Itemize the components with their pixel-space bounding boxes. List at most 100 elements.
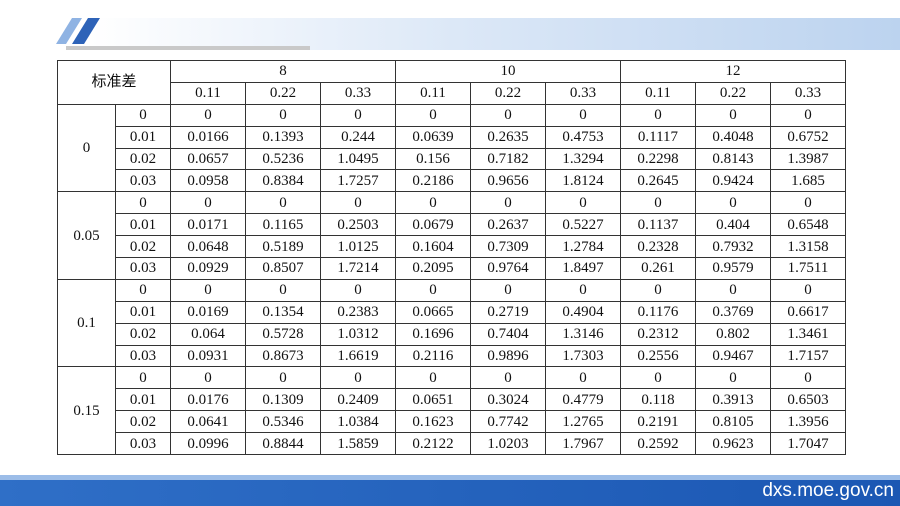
row-label: 0 (115, 278, 171, 302)
row-label: 0.03 (115, 257, 171, 280)
table-cell: 0 (470, 103, 546, 127)
table-cell: 0 (470, 366, 546, 390)
table-cell: 1.7157 (770, 344, 846, 368)
table-cell: 0.0665 (395, 300, 471, 324)
table-cell: 0.2095 (395, 257, 471, 280)
table-cell: 0 (470, 191, 546, 215)
column-header: 0.33 (545, 81, 621, 105)
table-row: 0.03 0.0958 0.8384 1.7257 0.2186 0.9656 1.8124… (58, 169, 846, 193)
table-cell: 1.8497 (545, 257, 621, 280)
table-cell: 0 (320, 278, 396, 302)
row-label: 0.02 (115, 322, 171, 346)
table-cell: 0.6752 (770, 125, 846, 149)
table-cell: 0 (695, 191, 771, 215)
table-cell: 0 (245, 191, 321, 215)
table-cell: 0 (320, 191, 396, 215)
group-header: 12 (620, 60, 846, 83)
table-row: 0.01 0.0166 0.1393 0.244 0.0639 0.2635 0.4753 0… (58, 125, 846, 149)
table-cell: 0.404 (695, 213, 771, 237)
table-cell: 0.2635 (470, 125, 546, 149)
table-row: 0.02 0.0641 0.5346 1.0384 0.1623 0.7742 1.2765… (58, 410, 846, 434)
table-cell: 0.5346 (245, 410, 321, 434)
table-cell: 1.0495 (320, 147, 396, 171)
table-cell: 0 (695, 366, 771, 390)
table-cell: 0.156 (395, 147, 471, 171)
table-cell: 0.2719 (470, 300, 546, 324)
table-cell: 0.2556 (620, 344, 696, 368)
table-cell: 1.0125 (320, 235, 396, 259)
table-cell: 0 (770, 278, 846, 302)
table-cell: 0.1604 (395, 235, 471, 259)
column-header: 0.11 (170, 81, 246, 105)
header-band (90, 18, 900, 50)
table-row: 0.03 0.0929 0.8507 1.7214 0.2095 0.9764 1.8497… (58, 257, 846, 280)
block-label: 0.1 (57, 278, 116, 368)
table-row: 0.02 0.0648 0.5189 1.0125 0.1604 0.7309 1.2784… (58, 235, 846, 259)
table-cell: 0.8105 (695, 410, 771, 434)
table-row: 0.02 0.0657 0.5236 1.0495 0.156 0.7182 1.3294 0… (58, 147, 846, 171)
table-cell: 0.7182 (470, 147, 546, 171)
table-cell: 0.4904 (545, 300, 621, 324)
table-cell: 0.6617 (770, 300, 846, 324)
table-cell: 1.5859 (320, 432, 396, 456)
table-cell: 0 (695, 103, 771, 127)
table-cell: 0.0171 (170, 213, 246, 237)
table-cell: 0.9896 (470, 344, 546, 368)
column-header: 0.22 (695, 81, 771, 105)
table-cell: 0.2503 (320, 213, 396, 237)
column-header: 0.33 (320, 81, 396, 105)
table-cell: 0.2592 (620, 432, 696, 456)
table-cell: 0.064 (170, 322, 246, 346)
column-header: 0.11 (395, 81, 471, 105)
table-cell: 0.5227 (545, 213, 621, 237)
table-cell: 0.9623 (695, 432, 771, 456)
row-label: 0.01 (115, 125, 171, 149)
table-cell: 0 (545, 278, 621, 302)
table-cell: 0.2409 (320, 388, 396, 412)
table-cell: 0.9467 (695, 344, 771, 368)
footer-line (0, 475, 900, 480)
table-cell: 0.3913 (695, 388, 771, 412)
table-cell: 0.7309 (470, 235, 546, 259)
table-cell: 0.0931 (170, 344, 246, 368)
block-label: 0.05 (57, 191, 116, 280)
table-row: 0.15 0 0 0 0 0 0 0 0 0 0 (57, 366, 846, 456)
table-cell: 1.8124 (545, 169, 621, 193)
footer-band (0, 480, 900, 506)
table-cell: 0 (620, 366, 696, 390)
table-cell: 1.3461 (770, 322, 846, 346)
table-cell: 0.1623 (395, 410, 471, 434)
table-cell: 1.6619 (320, 344, 396, 368)
table-cell: 1.2765 (545, 410, 621, 434)
table-cell: 0.0657 (170, 147, 246, 171)
table-cell: 0.1309 (245, 388, 321, 412)
table-row: 0.03 0.0996 0.8844 1.5859 0.2122 1.0203 1.7967… (58, 432, 846, 456)
table-row: 0.01 0.0171 0.1165 0.2503 0.0679 0.2637 0.5227… (58, 213, 846, 237)
table-cell: 0 (170, 278, 246, 302)
table-cell: 0.4779 (545, 388, 621, 412)
table-row: 0.02 0.064 0.5728 1.0312 0.1696 0.7404 1.3146 0… (58, 322, 846, 346)
table-cell: 0 (395, 366, 471, 390)
table-cell: 0 (470, 278, 546, 302)
table-cell: 1.0384 (320, 410, 396, 434)
table-cell: 0.5728 (245, 322, 321, 346)
table-cell: 0.1117 (620, 125, 696, 149)
table-cell: 0 (170, 191, 246, 215)
block-label: 0.15 (57, 366, 116, 456)
table-cell: 0.4048 (695, 125, 771, 149)
table-cell: 0.2637 (470, 213, 546, 237)
table-cell: 0.0639 (395, 125, 471, 149)
table-cell: 0.9579 (695, 257, 771, 280)
table-row: 标准差 8 10 12 (57, 60, 846, 105)
table-cell: 0.0929 (170, 257, 246, 280)
table-cell: 0 (170, 366, 246, 390)
row-label: 0.03 (115, 169, 171, 193)
row-label: 0 (115, 191, 171, 215)
table-cell: 0 (170, 103, 246, 127)
table-cell: 0.9764 (470, 257, 546, 280)
table-cell: 1.3294 (545, 147, 621, 171)
table-cell: 0 (620, 191, 696, 215)
row-label: 0.02 (115, 235, 171, 259)
table-row: 0.05 0 0 0 0 0 0 0 0 0 0 (57, 191, 846, 280)
